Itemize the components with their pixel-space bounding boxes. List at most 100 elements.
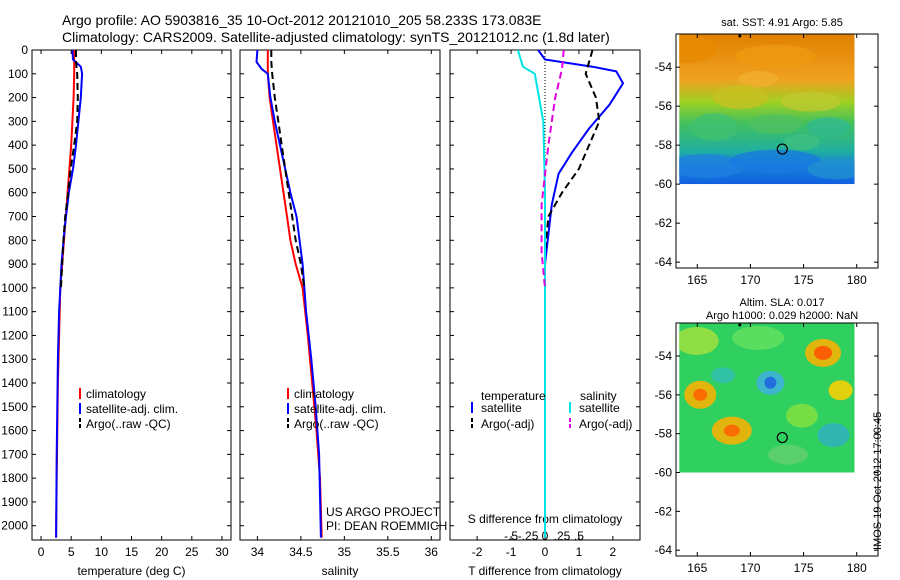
project-label: US ARGO PROJECT <box>326 505 441 519</box>
y-tick-label: 2000 <box>1 519 28 533</box>
header-title: Argo profile: AO 5903816_35 10-Oct-2012 … <box>62 12 542 28</box>
salinity-profile-panel: 34 34.5 35 35.5 36 salinity climatologysatelli… <box>239 49 447 578</box>
x-axis-label: temperature (deg C) <box>77 564 185 578</box>
x-top-tick-label: .25 <box>554 529 571 543</box>
temperature-profile-panel: 0100200300400500600700800900100011001200… <box>1 43 232 578</box>
y-tick-label: -58 <box>655 427 673 441</box>
heatmap-cell <box>749 114 802 135</box>
map-title: Altim. SLA: 0.017 <box>740 297 825 309</box>
x-tick-label: 170 <box>740 273 760 287</box>
series-line-argo-adj- <box>540 49 565 288</box>
legend-label: satellite-adj. clim. <box>86 402 178 416</box>
y-tick-label: -64 <box>655 255 673 269</box>
difference-profile-panel: -2 -1 0 1 2 T difference from climatology -.5-… <box>449 49 641 578</box>
x-tick-label: 34.5 <box>289 545 313 559</box>
x-tick-label: 0 <box>38 545 45 559</box>
x-axis-label: salinity <box>322 564 359 578</box>
heatmap-cell <box>767 444 808 465</box>
heatmap-cell <box>814 345 833 360</box>
axes-frame <box>675 33 879 269</box>
y-tick-label: 0 <box>21 43 28 57</box>
legend-label: Argo(..raw -QC) <box>294 417 379 431</box>
sla-map-panel: 165 170 175 180 -54 -56 -58 -60 -62 -64 Altim. SLA… <box>655 297 879 575</box>
y-tick-label: 1300 <box>1 352 28 366</box>
legend-title: salinity <box>580 389 617 403</box>
sst-map-panel: 165 170 175 180 -54 -56 -58 -60 -62 -64 sat. SST: … <box>655 17 879 287</box>
y-tick-label: 400 <box>8 138 28 152</box>
legend-label: satellite <box>579 401 620 415</box>
heatmap-cell <box>679 35 718 64</box>
y-tick-label: -56 <box>655 388 673 402</box>
y-tick-label: 1900 <box>1 495 28 509</box>
pi-label: PI: DEAN ROEMMICH <box>326 519 447 533</box>
x-tick-label: -2 <box>472 545 483 559</box>
legend-label: satellite <box>481 401 522 415</box>
x-tick-label: 175 <box>794 273 814 287</box>
legend-label: Argo(-adj) <box>481 417 534 431</box>
y-tick-label: 500 <box>8 162 28 176</box>
y-tick-label: 600 <box>8 186 28 200</box>
y-tick-label: -64 <box>655 543 673 557</box>
x-top-tick-label: -.25 <box>518 529 539 543</box>
heatmap-cell <box>806 117 851 138</box>
header-climatology: Climatology: CARS2009. Satellite-adjuste… <box>62 29 610 45</box>
y-tick-label: 200 <box>8 91 28 105</box>
map-title: sat. SST: 4.91 Argo: 5.85 <box>721 17 843 29</box>
heatmap-cell <box>807 159 855 180</box>
y-tick-label: -54 <box>655 349 673 363</box>
map-subtitle: Argo h1000: 0.029 h2000: NaN <box>706 310 858 322</box>
series-line-climatology <box>55 50 76 538</box>
x-tick-label: 20 <box>155 545 169 559</box>
heatmap-cell <box>712 85 769 110</box>
x-tick-label: -1 <box>506 545 517 559</box>
heatmap-cell <box>723 424 740 437</box>
x-tick-label: 165 <box>687 561 707 575</box>
legend-label: Argo(..raw -QC) <box>86 417 171 431</box>
float-position-marker <box>776 431 788 444</box>
heatmap-cell <box>738 71 779 88</box>
heatmap-cell <box>679 326 719 355</box>
heatmap-cell <box>711 367 736 384</box>
y-tick-label: 1100 <box>2 305 28 319</box>
y-tick-label: 300 <box>8 114 28 128</box>
series-line-satellite <box>516 49 546 538</box>
x-tick-label: 165 <box>687 273 707 287</box>
y-tick-label: 1800 <box>1 471 28 485</box>
heatmap-cell <box>817 423 850 448</box>
y-tick-label: 700 <box>8 210 28 224</box>
heatmap-cell <box>735 44 816 69</box>
axes-frame <box>239 49 441 541</box>
y-tick-label: -60 <box>655 466 673 480</box>
series-line-argo-raw-qc- <box>270 50 306 289</box>
heatmap-cell <box>764 376 777 389</box>
series-line-satellite <box>537 49 624 538</box>
series-line-satellite-adj-clim- <box>55 49 84 538</box>
y-tick-label: 1500 <box>1 400 28 414</box>
x-tick-label: 35 <box>338 545 352 559</box>
x-tick-label: 34 <box>251 545 265 559</box>
y-tick-label: 1600 <box>1 424 28 438</box>
series-line-argo-adj- <box>544 49 601 288</box>
heatmap-cell <box>679 154 746 179</box>
legend-label: Argo(-adj) <box>579 417 632 431</box>
x-axis-label: T difference from climatology <box>468 564 622 578</box>
profile-dot <box>738 34 742 38</box>
y-tick-label: -56 <box>655 99 673 113</box>
timestamp-stamp: IMOS 19-Oct-2012 17:00:45 <box>872 411 884 550</box>
float-position-marker <box>776 143 788 155</box>
heatmap-field <box>679 323 855 473</box>
axes-frame <box>31 49 232 541</box>
y-tick-label: -54 <box>655 60 673 74</box>
heatmap-cell <box>693 388 708 401</box>
x-tick-label: 0 <box>542 545 549 559</box>
y-tick-label: 1200 <box>1 328 28 342</box>
x-tick-label: 180 <box>847 561 867 575</box>
heatmap-field <box>679 34 855 185</box>
series-line-satellite-adj-clim- <box>255 49 322 538</box>
y-tick-label: 100 <box>8 67 28 81</box>
legend-label: climatology <box>294 387 354 401</box>
x-top-tick-label: .5 <box>574 529 584 543</box>
x-tick-label: 25 <box>185 545 199 559</box>
y-tick-label: 1400 <box>1 376 28 390</box>
